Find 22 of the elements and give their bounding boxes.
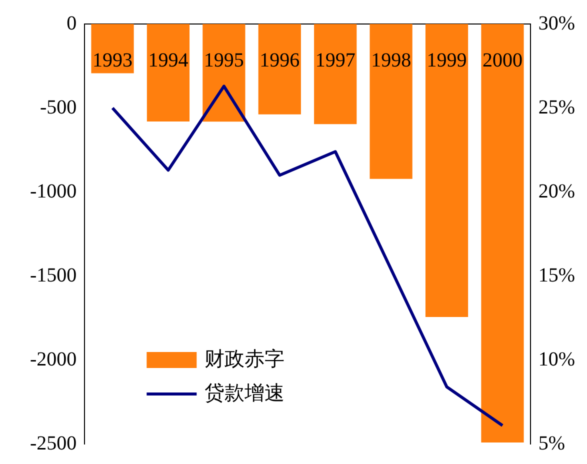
- y2-tick-label: 15%: [538, 264, 576, 286]
- y2-tick-label: 20%: [538, 180, 576, 202]
- x-tick-label: 1993: [92, 49, 133, 72]
- x-tick-label: 1994: [148, 49, 188, 72]
- y-tick-label: -500: [40, 96, 77, 118]
- x-tick-label: 1997: [315, 49, 356, 72]
- x-tick-label: 1998: [371, 49, 412, 72]
- x-tick-label: 2000: [482, 49, 522, 72]
- x-tick-label: 1995: [204, 49, 244, 72]
- legend-label: 财政赤字: [204, 347, 285, 370]
- y2-tick-label: 30%: [538, 12, 576, 34]
- y2-tick-label: 10%: [538, 348, 576, 370]
- y-tick-label: 0: [66, 12, 77, 34]
- y-tick-label: -2500: [30, 432, 77, 454]
- x-tick-label: 1999: [426, 49, 467, 72]
- y-tick-label: -1000: [30, 180, 77, 202]
- y-tick-label: -1500: [30, 264, 77, 286]
- legend-label: 贷款增速: [204, 382, 285, 404]
- y2-tick-label: 5%: [538, 432, 566, 454]
- y-tick-label: -2000: [30, 348, 77, 370]
- x-tick-label: 1996: [260, 49, 300, 72]
- y2-tick-label: 25%: [538, 96, 576, 118]
